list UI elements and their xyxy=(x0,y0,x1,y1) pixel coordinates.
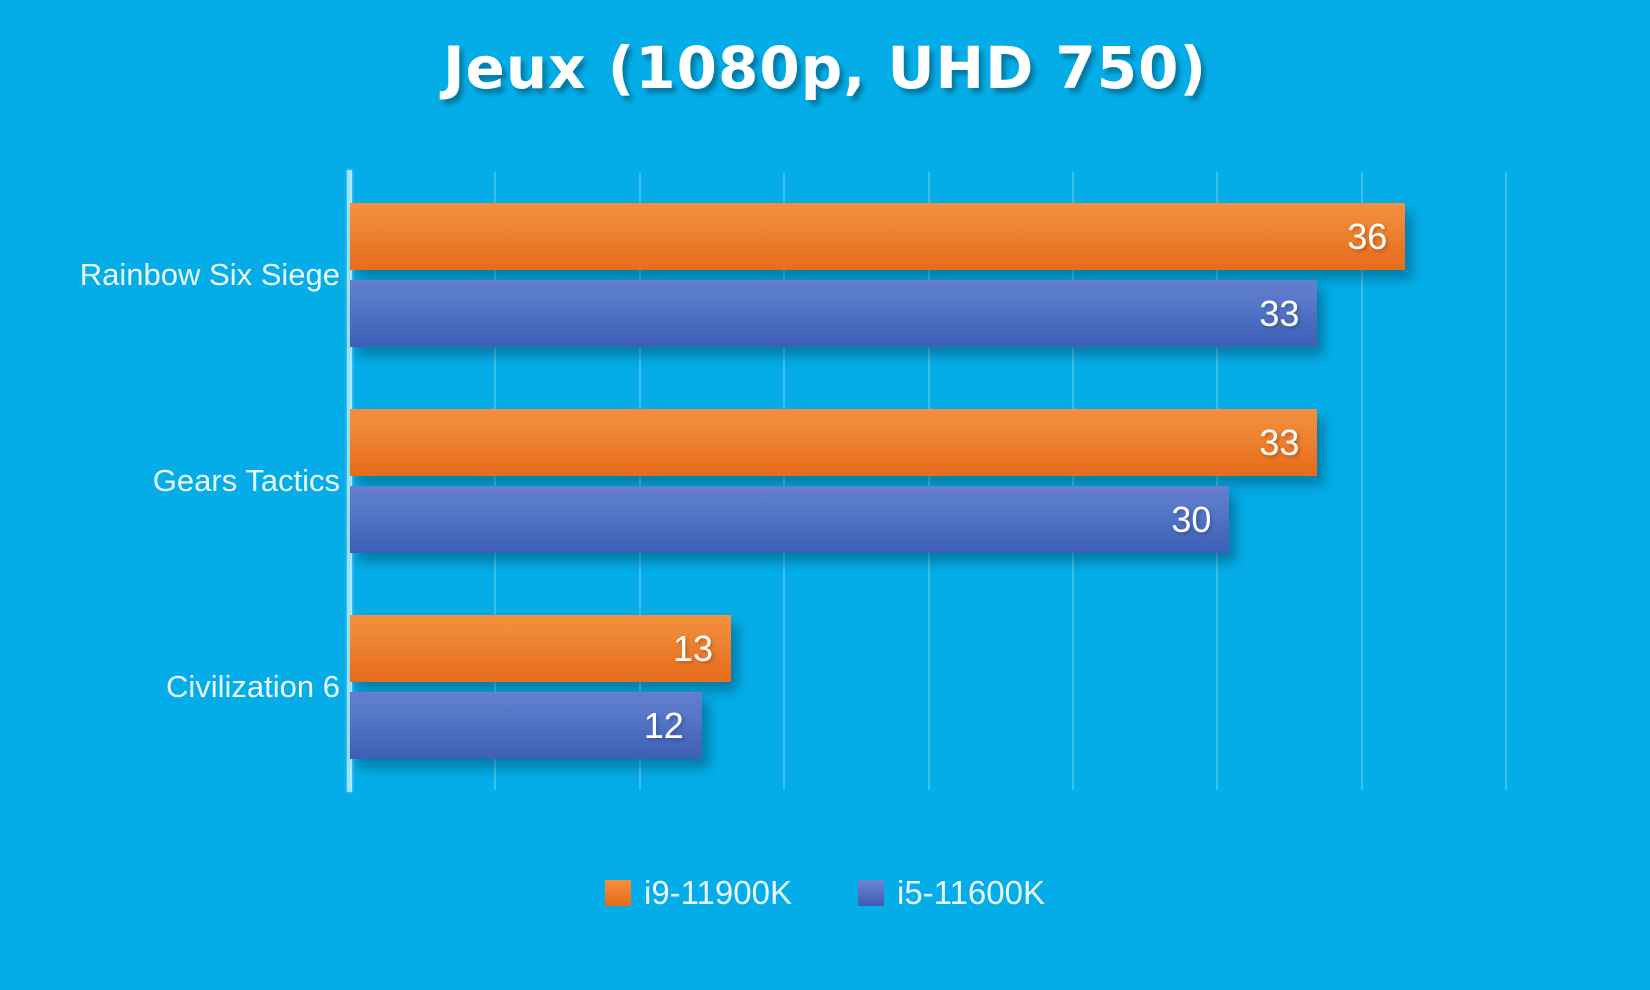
gridline xyxy=(1505,172,1507,790)
bar-i9-11900k-gears-tactics[interactable]: 33 xyxy=(350,409,1318,476)
bar-i9-11900k-civilization-6[interactable]: 13 xyxy=(350,615,732,682)
legend-swatch-icon xyxy=(858,880,884,906)
plot-area: 36 33 33 30 13 12 xyxy=(350,172,1507,790)
bar-value-label: 12 xyxy=(643,704,684,746)
bar-value-label: 33 xyxy=(1259,421,1300,463)
category-label-gears-tactics: Gears Tactics xyxy=(152,463,340,498)
legend-swatch-icon xyxy=(604,880,631,906)
legend-label: i5-11600K xyxy=(897,874,1046,911)
category-label-rainbow-six-siege: Rainbow Six Siege xyxy=(79,257,340,292)
legend-label: i9-11900K xyxy=(643,874,792,911)
legend-item-i5-11600k[interactable]: i5-11600K xyxy=(858,874,1045,912)
bar-i5-11600k-rainbow-six-siege[interactable]: 33 xyxy=(350,280,1318,347)
bar-i5-11600k-civilization-6[interactable]: 12 xyxy=(350,692,702,759)
bar-value-label: 30 xyxy=(1171,498,1212,540)
bar-value-label: 13 xyxy=(673,627,714,669)
legend-item-i9-11900k[interactable]: i9-11900K xyxy=(604,874,792,912)
value-axis-line xyxy=(347,170,352,792)
chart-legend: i9-11900K i5-11600K xyxy=(0,874,1650,912)
bar-value-label: 36 xyxy=(1347,215,1388,257)
bar-value-label: 33 xyxy=(1259,292,1300,334)
bar-i5-11600k-gears-tactics[interactable]: 30 xyxy=(350,486,1230,553)
category-label-civilization-6: Civilization 6 xyxy=(165,669,340,704)
chart-title: Jeux (1080p, UHD 750) xyxy=(442,34,1208,102)
bar-i9-11900k-rainbow-six-siege[interactable]: 36 xyxy=(350,203,1406,270)
